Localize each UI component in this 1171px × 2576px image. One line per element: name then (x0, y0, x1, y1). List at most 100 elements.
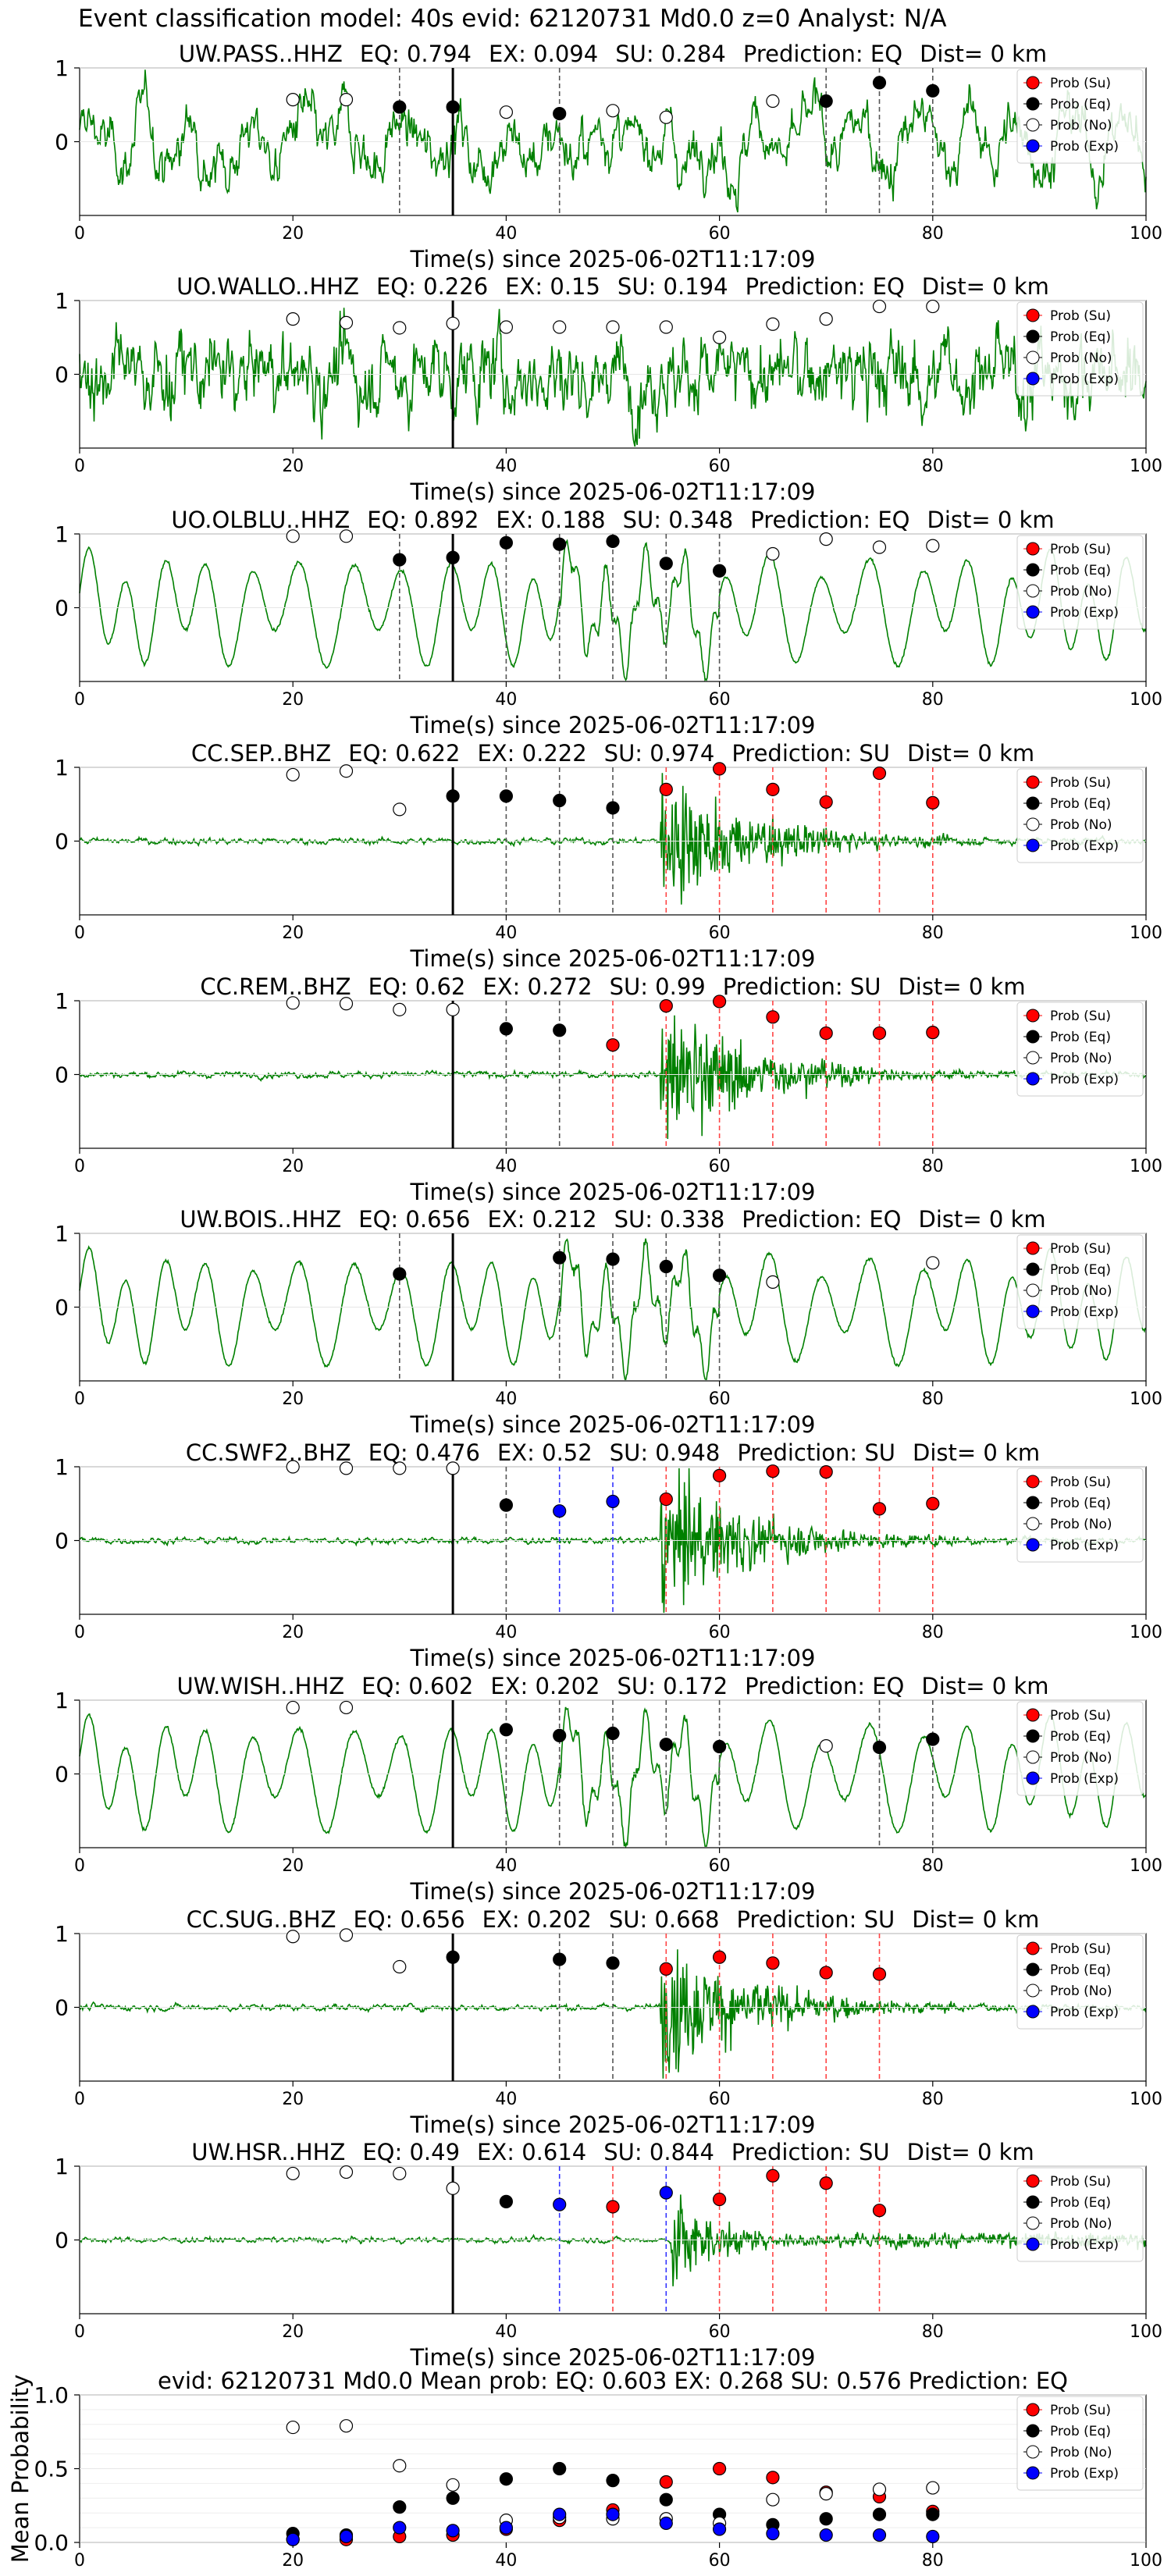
title-part: EQ: 0.226 (376, 273, 488, 300)
title-part: EX: 0.52 (497, 1439, 593, 1466)
legend-marker-eq (1026, 796, 1040, 810)
legend-label-exp: Prob (Exp) (1050, 605, 1119, 621)
panel-title: CC.SUG..BHZ EQ: 0.656 EX: 0.202 SU: 0.668 Pr… (187, 1906, 1040, 1933)
legend-marker-no (1026, 2445, 1040, 2459)
prob-point-eq (499, 535, 514, 550)
legend-label-eq: Prob (Eq) (1050, 2424, 1111, 2439)
prob-point-eq (553, 1023, 567, 1037)
prob-point-no (926, 1256, 940, 1270)
y-tick-label: 0 (55, 1062, 69, 1088)
x-tick-label: 0 (74, 224, 85, 244)
y-tick-label: 1 (55, 55, 69, 81)
x-tick-label: 80 (922, 2551, 944, 2571)
title-part: Prediction: SU (737, 1439, 895, 1466)
legend-marker-exp (1026, 1538, 1040, 1552)
mean-prob-point-su (712, 2461, 727, 2476)
mean-prob-point-exp (606, 2507, 620, 2521)
title-part: EX: 0.202 (490, 1673, 600, 1699)
x-axis-label: Time(s) since 2025-06-02T11:17:09 (410, 479, 816, 505)
title-part: Prediction: EQ (750, 507, 909, 533)
mean-prob-point-no (819, 2487, 833, 2501)
title-part: Dist= 0 km (922, 273, 1049, 300)
prob-point-no (393, 802, 407, 817)
x-tick-label: 20 (282, 2322, 304, 2342)
title-part: EX: 0.212 (487, 1206, 596, 1233)
prob-point-eq (712, 1268, 727, 1283)
prob-point-no (606, 104, 620, 118)
mean-prob-point-no (339, 2419, 354, 2433)
title-part: SU: 0.974 (604, 740, 715, 767)
prob-point-eq (606, 1252, 620, 1266)
x-tick-label: 40 (495, 224, 517, 244)
legend-box (1016, 2396, 1144, 2491)
mean-prob-point-eq (606, 2474, 620, 2488)
legend-label-no: Prob (No) (1050, 584, 1112, 600)
prob-point-exp (553, 1504, 567, 1518)
title-part: CC.SEP..BHZ (191, 740, 331, 767)
legend-label-no: Prob (No) (1050, 1283, 1112, 1299)
prob-point-eq (553, 537, 567, 551)
panel-title: UO.WALLO..HHZ EQ: 0.226 EX: 0.15 SU: 0.194 P… (176, 273, 1049, 300)
x-tick-label: 60 (709, 923, 731, 943)
title-part: Dist= 0 km (913, 1439, 1040, 1466)
title-part: Dist= 0 km (907, 740, 1034, 767)
panel-9: Prob (Su)Prob (Eq)Prob (No)Prob (Exp)010… (55, 1906, 1162, 2138)
prob-point-su (819, 795, 833, 809)
x-tick-label: 60 (709, 1623, 731, 1642)
prob-point-no (659, 320, 673, 334)
legend-label-exp: Prob (Exp) (1050, 1304, 1119, 1320)
x-tick-label: 80 (922, 923, 944, 943)
panel-11: Prob (Su) Prob (Eq) Prob (No) Prob (Exp) 0.0… (7, 2368, 1162, 2571)
x-tick-label: 80 (922, 1157, 944, 1176)
x-tick-label: 40 (495, 1157, 517, 1176)
prob-point-no (339, 529, 354, 543)
prob-point-no (766, 94, 780, 109)
prob-point-su (926, 795, 940, 809)
legend-label-exp: Prob (Exp) (1050, 838, 1119, 854)
x-axis-label: Time(s) since 2025-06-02T11:17:09 (410, 945, 816, 972)
prob-point-su (766, 782, 780, 796)
prob-point-no (393, 1461, 407, 1475)
mean-prob-point-exp (393, 2521, 407, 2535)
legend-box (1016, 1934, 1144, 2030)
legend-label-eq: Prob (Eq) (1050, 1262, 1111, 1278)
prob-point-eq (606, 1956, 620, 1970)
x-tick-label: 0 (74, 1157, 85, 1176)
y-tick-label: 1 (55, 1921, 69, 1947)
panel-7: Prob (Su)Prob (Eq)Prob (No)Prob (Exp)010… (55, 1439, 1162, 1671)
title-part: CC.REM..BHZ (200, 973, 351, 1000)
title-part: EQ: 0.602 (361, 1673, 473, 1699)
prob-point-su (766, 1464, 780, 1478)
legend-marker-exp (1026, 2237, 1040, 2251)
legend-label-su: Prob (Su) (1050, 2174, 1111, 2190)
mean-prob-point-eq (553, 2461, 567, 2476)
title-part: UW.HSR..HHZ (191, 2139, 345, 2165)
prob-point-no (819, 1738, 833, 1753)
x-tick-label: 100 (1130, 1389, 1162, 1409)
prob-point-eq (553, 106, 567, 121)
y-tick-label: 1 (55, 1221, 69, 1247)
legend-label-exp: Prob (Exp) (1050, 372, 1119, 387)
x-tick-label: 40 (495, 457, 517, 476)
x-axis-label: Time(s) since 2025-06-02T11:17:09 (410, 2112, 816, 2138)
x-tick-label: 60 (709, 2551, 731, 2571)
panel-title: UO.OLBLU..HHZ EQ: 0.892 EX: 0.188 SU: 0.348… (171, 507, 1054, 533)
waveform-trace (79, 308, 1147, 447)
legend-marker-exp (1026, 2005, 1040, 2019)
legend-label-eq: Prob (Eq) (1050, 329, 1111, 345)
legend-marker-su (1026, 1009, 1040, 1023)
prob-point-su (926, 1496, 940, 1510)
legend-marker-no (1026, 118, 1040, 132)
prob-point-no (286, 996, 300, 1010)
legend-marker-no (1026, 350, 1040, 365)
y-tick-label: 0 (55, 130, 69, 155)
legend-label-eq: Prob (Eq) (1050, 1729, 1111, 1745)
prob-point-no (286, 2166, 300, 2181)
panel-title: UW.BOIS..HHZ EQ: 0.656 EX: 0.212 SU: 0.338 P… (180, 1206, 1045, 1233)
mean-prob-point-exp (872, 2528, 887, 2542)
x-tick-label: 60 (709, 1157, 731, 1176)
prob-point-su (872, 2204, 887, 2218)
y-tick-label: 0 (55, 2228, 69, 2254)
title-part: Dist= 0 km (912, 1906, 1039, 1933)
mean-prob-point-exp (499, 2521, 514, 2535)
